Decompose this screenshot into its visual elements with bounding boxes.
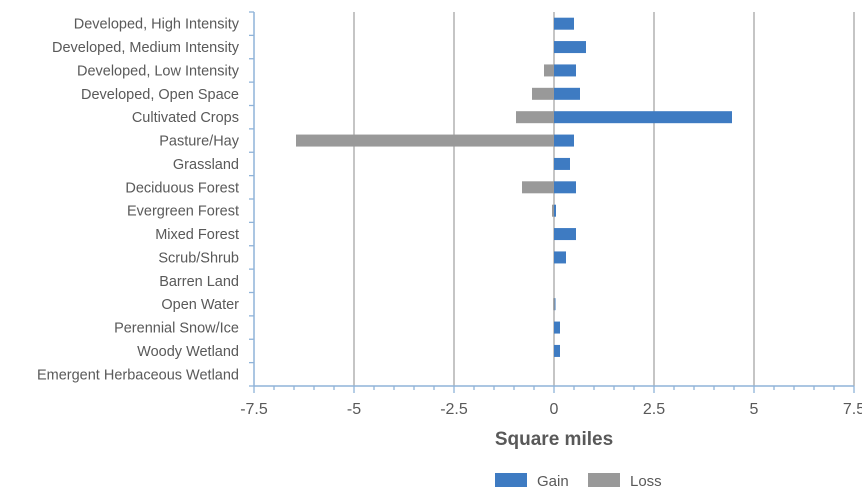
bar-gain-4	[554, 111, 732, 124]
bar-loss-3	[532, 87, 554, 100]
category-label: Barren Land	[159, 274, 239, 290]
x-axis-title: Square miles	[495, 429, 613, 450]
legend: Gain Loss	[495, 473, 662, 490]
bar-gain-9	[554, 228, 576, 241]
x-tick-label: -7.5	[240, 401, 268, 418]
bar-gain-3	[554, 87, 580, 100]
bar-gain-13	[554, 321, 560, 334]
legend-swatch-gain	[495, 473, 527, 487]
bar-gain-0	[554, 17, 574, 30]
x-tick-label: -2.5	[440, 401, 468, 418]
bar-loss-5	[296, 134, 554, 147]
bars	[296, 17, 732, 357]
category-label: Deciduous Forest	[125, 180, 239, 196]
bar-loss-7	[522, 181, 554, 194]
category-label: Developed, Medium Intensity	[52, 40, 240, 56]
bar-gain-2	[554, 64, 576, 77]
bar-loss-4	[516, 111, 554, 124]
category-label: Evergreen Forest	[127, 204, 239, 220]
bar-gain-1	[554, 41, 586, 54]
category-label: Woody Wetland	[137, 344, 239, 360]
bar-loss-8	[552, 204, 554, 217]
gridlines	[353, 12, 855, 386]
category-label: Grassland	[173, 157, 239, 173]
category-label: Pasture/Hay	[159, 134, 240, 150]
bar-gain-12	[554, 298, 556, 311]
bar-gain-14	[554, 344, 560, 357]
x-tick-label: -5	[347, 401, 361, 418]
category-label: Cultivated Crops	[132, 110, 239, 126]
bar-gain-7	[554, 181, 576, 194]
category-label: Perennial Snow/Ice	[114, 321, 239, 337]
x-tick-label: 0	[550, 401, 559, 418]
x-tick-label: 5	[750, 401, 759, 418]
bar-gain-10	[554, 251, 566, 264]
category-label: Scrub/Shrub	[158, 250, 239, 266]
category-label: Emergent Herbaceous Wetland	[37, 367, 239, 383]
bar-loss-2	[544, 64, 554, 77]
bar-loss-12	[553, 298, 555, 311]
legend-swatch-loss	[588, 473, 620, 487]
legend-label-gain: Gain	[537, 473, 569, 490]
x-tick-label: 2.5	[643, 401, 665, 418]
bar-gain-8	[554, 204, 556, 217]
category-axis: Developed, High Intensity Developed, Medi…	[37, 11, 255, 387]
category-label: Open Water	[161, 297, 239, 313]
category-label: Developed, Low Intensity	[77, 63, 240, 79]
value-axis: -7.5 -5 -2.5 0 2.5 5 7.5	[240, 385, 862, 418]
bar-gain-5	[554, 134, 574, 147]
category-label: Mixed Forest	[155, 227, 239, 243]
category-label: Developed, High Intensity	[74, 17, 240, 33]
category-label: Developed, Open Space	[81, 87, 239, 103]
bar-gain-6	[554, 157, 570, 170]
legend-label-loss: Loss	[630, 473, 662, 490]
x-tick-label: 7.5	[843, 401, 862, 418]
